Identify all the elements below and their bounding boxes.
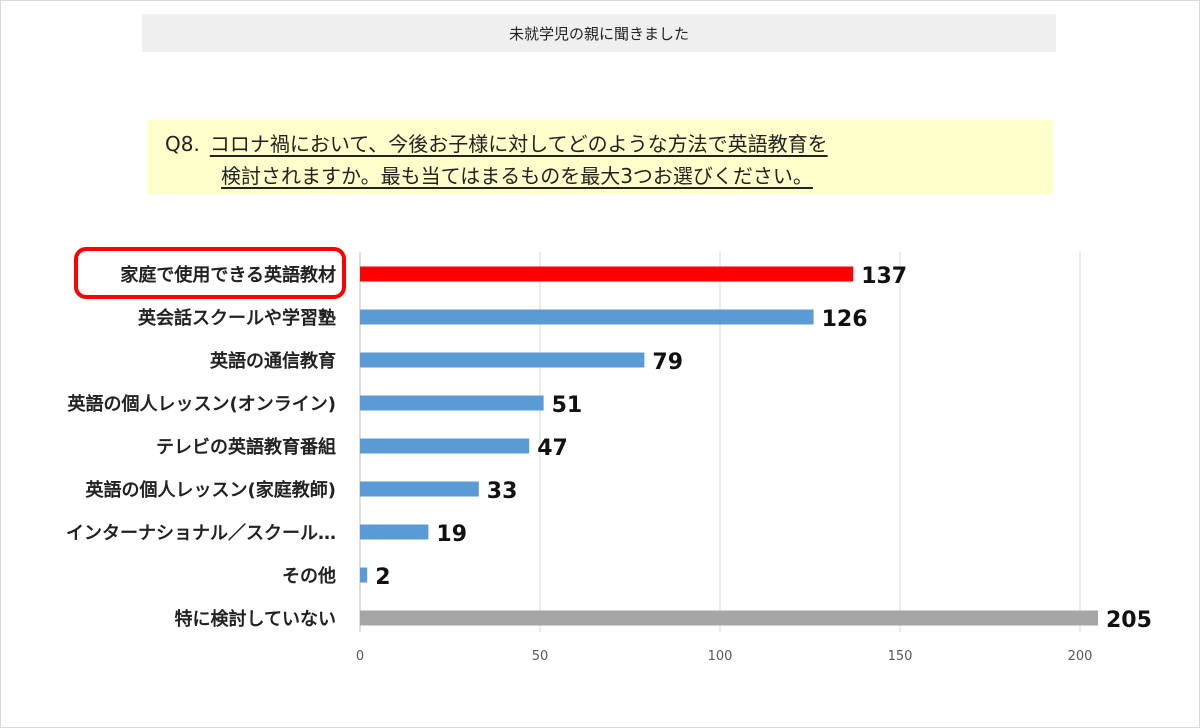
question-line-1: Q8. コロナ禍において、今後お子様に対してどのような方法で英語教育を [165,128,828,157]
data-label-0: 137 [861,264,907,289]
x-tick-label-4: 200 [1068,649,1093,664]
header-band: 未就学児の親に聞きました [142,14,1056,52]
bar-6 [360,524,429,540]
data-label-1: 126 [822,307,868,332]
category-label-0: 家庭で使用できる英語教材 [120,264,336,286]
data-label-8: 205 [1106,608,1152,633]
x-tick-label-1: 50 [532,649,549,664]
bar-5 [360,481,479,497]
data-label-4: 47 [537,436,568,461]
x-tick-label-0: 0 [356,649,364,664]
bar-2 [360,352,645,368]
bar-1 [360,309,814,325]
category-label-6: インターナショナル／スクール… [66,523,336,544]
category-label-2: 英語の通信教育 [209,350,336,372]
category-label-5: 英語の個人レッスン(家庭教師) [85,479,336,501]
bar-4 [360,438,530,454]
question-text-1: コロナ禍において、今後お子様に対してどのような方法で英語教育を [209,132,828,156]
bar-7 [360,567,368,583]
category-label-8: 特に検討していない [175,608,336,630]
question-number: Q8. [165,132,200,156]
data-label-5: 33 [487,479,518,504]
question-box: Q8. コロナ禍において、今後お子様に対してどのような方法で英語教育を 検討されま… [147,120,1053,194]
highlight-box [74,247,346,299]
category-label-4: テレビの英語教育番組 [156,436,336,458]
data-label-3: 51 [552,393,583,418]
question-text-2: 検討されますか。最も当てはまるものを最大3つお選びください。 [221,164,813,188]
question-line-2: 検討されますか。最も当てはまるものを最大3つお選びください。 [221,160,813,189]
x-tick-label-3: 150 [888,649,913,664]
category-label-3: 英語の個人レッスン(オンライン) [67,393,336,415]
bar-8 [360,610,1098,626]
category-label-7: その他 [282,565,336,587]
data-label-2: 79 [652,350,683,375]
bar-3 [360,395,544,411]
data-label-7: 2 [375,565,390,590]
category-label-1: 英会話スクールや学習塾 [137,307,336,329]
x-tick-label-2: 100 [708,649,733,664]
header-text: 未就学児の親に聞きました [508,24,689,43]
data-label-6: 19 [436,522,467,547]
bar-0 [360,266,854,282]
